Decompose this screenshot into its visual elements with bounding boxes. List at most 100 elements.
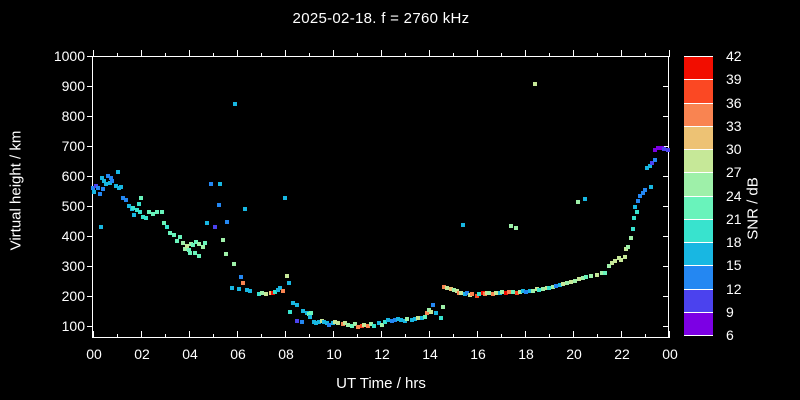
colorbar-segment [684, 125, 713, 149]
colorbar-separator [684, 242, 713, 243]
colorbar-tick-label: 12 [726, 280, 742, 297]
x-major-tick [189, 331, 190, 338]
data-point [171, 232, 176, 237]
data-point [359, 324, 364, 328]
data-point [225, 219, 230, 224]
data-point [429, 309, 434, 314]
data-point [134, 207, 139, 212]
x-major-tick [237, 331, 238, 338]
data-point [518, 289, 523, 294]
x-major-tick-top [381, 50, 382, 57]
x-minor-tick-top [213, 53, 214, 57]
data-point [645, 165, 650, 170]
data-point [92, 189, 97, 194]
data-point [584, 274, 589, 279]
data-point [514, 291, 519, 295]
y-tick-right [663, 296, 669, 297]
x-tick-label: 00 [86, 346, 102, 362]
data-point [93, 183, 98, 188]
x-minor-tick [309, 334, 310, 338]
data-point [561, 282, 566, 286]
y-tick-label: 800 [61, 108, 85, 124]
colorbar-segment [684, 56, 713, 80]
data-point [434, 311, 439, 316]
data-point [271, 291, 275, 295]
y-tick-left [87, 236, 93, 237]
data-point [490, 291, 495, 296]
y-tick-left [87, 56, 93, 57]
data-point [325, 321, 329, 325]
x-minor-tick-top [501, 53, 502, 57]
colorbar-segment [684, 288, 713, 312]
data-point [285, 273, 290, 278]
x-minor-tick [501, 334, 502, 338]
y-tick-left [87, 116, 93, 117]
data-point [190, 242, 195, 247]
data-point [295, 303, 299, 307]
data-point [159, 209, 164, 214]
data-point [583, 196, 587, 201]
data-point [454, 288, 459, 293]
data-point [634, 209, 639, 214]
data-point [283, 195, 287, 200]
x-major-tick [93, 331, 94, 338]
data-point [236, 286, 241, 291]
data-point [530, 288, 535, 293]
data-point [656, 146, 661, 151]
data-point [386, 318, 391, 322]
data-point [445, 285, 449, 290]
data-point [130, 205, 135, 210]
data-point [273, 289, 278, 294]
data-point [393, 318, 398, 322]
x-minor-tick [405, 334, 406, 338]
data-point [98, 191, 103, 196]
data-point [197, 254, 202, 259]
data-point [136, 201, 141, 206]
data-point [589, 273, 593, 278]
colorbar-tick-label: 24 [726, 187, 742, 204]
data-point [321, 320, 326, 325]
data-point [463, 291, 467, 296]
x-minor-tick-top [165, 53, 166, 57]
x-minor-tick [261, 334, 262, 338]
colorbar-tick-label: 36 [726, 94, 742, 111]
data-point [243, 206, 248, 211]
x-major-tick [141, 331, 142, 338]
y-tick-label: 1000 [53, 48, 85, 64]
colorbar-segment [684, 242, 713, 266]
colorbar-tick-label: 6 [726, 327, 734, 343]
data-point [146, 209, 151, 214]
data-point [475, 294, 479, 298]
y-tick-label: 400 [61, 228, 85, 244]
data-point [609, 260, 614, 265]
data-point [487, 291, 491, 295]
colorbar-separator [684, 126, 713, 127]
x-tick-label: 18 [518, 346, 534, 362]
data-point [573, 279, 578, 283]
data-point [309, 311, 314, 316]
data-point [659, 145, 664, 150]
data-point [640, 190, 645, 195]
data-point [218, 182, 223, 187]
x-major-tick [525, 331, 526, 338]
data-point [301, 309, 305, 313]
data-point [619, 257, 623, 262]
data-point [376, 321, 381, 325]
data-point [102, 178, 107, 183]
data-point [643, 188, 647, 193]
colorbar-separator [684, 265, 713, 266]
colorbar-tick-label: 33 [726, 117, 742, 134]
x-minor-tick [597, 334, 598, 338]
data-point [557, 282, 562, 287]
data-point [350, 324, 355, 328]
y-tick-label: 200 [61, 288, 85, 304]
data-point [580, 276, 585, 280]
x-tick-label: 12 [374, 346, 390, 362]
x-minor-tick-top [261, 53, 262, 57]
data-point [599, 270, 604, 275]
data-point [537, 288, 542, 292]
colorbar-tick-label: 30 [726, 141, 742, 157]
data-point [441, 285, 446, 289]
data-point [575, 200, 580, 205]
data-point [161, 220, 166, 225]
